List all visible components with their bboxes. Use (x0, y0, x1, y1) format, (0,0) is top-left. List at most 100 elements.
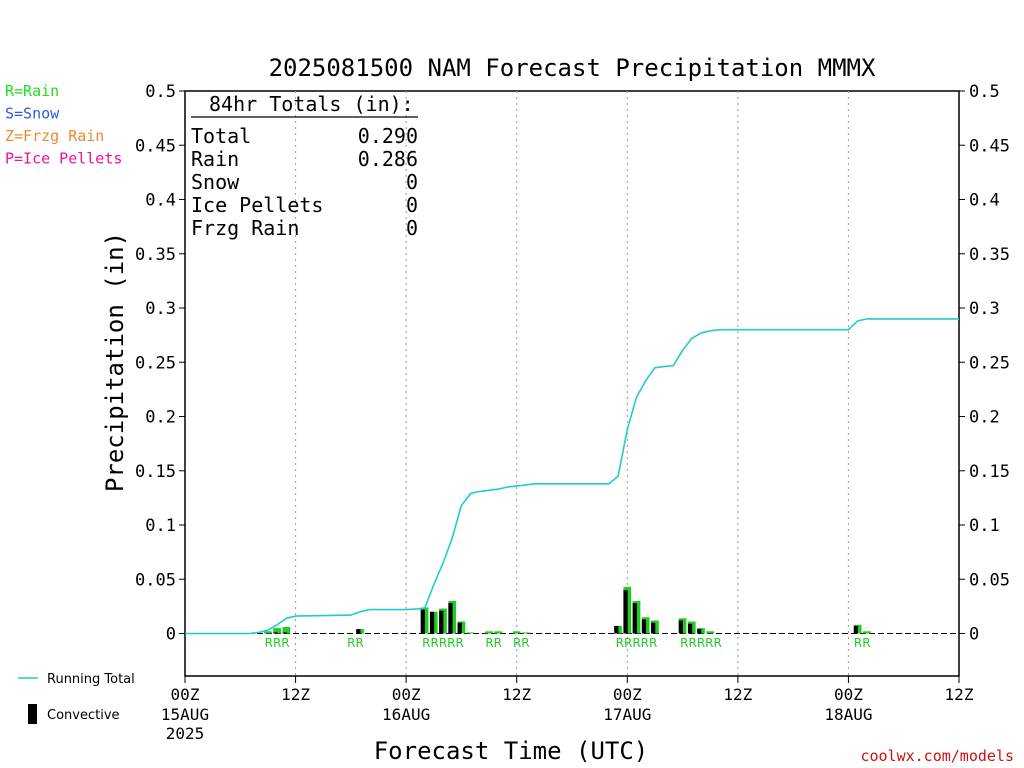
convective-bar (273, 632, 277, 633)
totals-row-value: 0 (406, 170, 418, 194)
convective-bar (651, 623, 655, 634)
totals-row-value: 0 (406, 193, 418, 217)
x-tick-year: 2025 (166, 724, 205, 743)
x-tick-label: 00Z (392, 685, 421, 704)
convective-bar (642, 619, 646, 633)
precip-bar (706, 631, 714, 633)
x-axis-label: Forecast Time (UTC) (374, 737, 649, 765)
x-tick-date: 16AUG (382, 705, 430, 724)
y-tick-label-right: 0.45 (969, 136, 1010, 156)
convective-bar (356, 629, 360, 633)
totals-row-value: 0.286 (358, 147, 418, 171)
convective-bar (421, 610, 425, 634)
x-tick-label: 00Z (613, 685, 642, 704)
x-tick-label: 12Z (945, 685, 974, 704)
precip-bar (863, 631, 871, 633)
convective-bar (854, 626, 858, 634)
precip-type-legend-item: Z=Frzg Rain (5, 127, 104, 145)
y-tick-label: 0 (166, 625, 176, 645)
x-tick-label: 12Z (723, 685, 752, 704)
totals-row-value: 0 (406, 216, 418, 240)
convective-bar (697, 629, 701, 633)
y-tick-label: 0.25 (135, 353, 176, 373)
totals-header: 84hr Totals (in): (209, 92, 414, 116)
x-tick-label: 00Z (834, 685, 863, 704)
totals-row-label: Total (191, 124, 251, 148)
y-tick-label-right: 0.4 (969, 191, 1000, 211)
precip-type-legend-item: S=Snow (5, 105, 60, 123)
y-tick-label-right: 0.15 (969, 462, 1010, 482)
convective-bar (614, 626, 618, 634)
convective-bar (283, 632, 287, 633)
precip-bars (264, 587, 871, 634)
y-tick-label: 0.1 (145, 516, 176, 536)
precip-chart: 2025081500 NAM Forecast Precipitation MM… (0, 0, 1024, 768)
grid-lines (296, 91, 849, 676)
totals-row-value: 0.290 (358, 124, 418, 148)
y-tick-label: 0.3 (145, 299, 176, 319)
precip-type-label: RR (513, 636, 530, 650)
precip-type-legend-item: R=Rain (5, 82, 59, 100)
convective-bar (623, 590, 627, 633)
x-tick-date: 15AUG (161, 705, 209, 724)
precip-bar (467, 632, 475, 633)
y-tick-label-right: 0.25 (969, 353, 1010, 373)
convective-bar (448, 603, 452, 633)
precip-type-label: RRRRR (422, 636, 464, 650)
precip-bar (485, 631, 493, 633)
precip-bar (522, 632, 530, 633)
convective-bar (430, 612, 434, 634)
totals-row-label: Frzg Rain (191, 216, 299, 240)
y-axis-ticks: 0 00.05 0.050.1 0.10.15 0.150.2 0.20.25 0.250.… (135, 82, 1010, 645)
convective-bar (439, 611, 443, 634)
x-tick-date: 18AUG (824, 705, 872, 724)
y-tick-label: 0.5 (145, 82, 176, 102)
precip-type-label: RRR (265, 636, 290, 650)
y-tick-label: 0.05 (135, 570, 176, 590)
y-tick-label-right: 0.2 (969, 408, 1000, 428)
precip-type-label: RRRRR (616, 636, 658, 650)
x-tick-label: 12Z (281, 685, 310, 704)
plot-frame (185, 91, 959, 676)
chart-title: 2025081500 NAM Forecast Precipitation MM… (269, 54, 876, 82)
precip-type-label: RRRRR (680, 636, 722, 650)
y-axis-label: Precipitation (in) (101, 232, 129, 492)
x-tick-date: 17AUG (603, 705, 651, 724)
precip-type-label: RR (485, 636, 502, 650)
y-tick-label: 0.15 (135, 462, 176, 482)
y-tick-label-right: 0.3 (969, 299, 1000, 319)
precip-type-labels: RRR RR RRRRR RR RR RRRRR RRRRR RR (265, 636, 871, 650)
precip-type-legend-item: P=Ice Pellets (5, 150, 122, 168)
y-tick-label: 0.45 (135, 136, 176, 156)
precip-bar (513, 631, 521, 633)
series-legend-label: Running Total (47, 672, 135, 687)
credit-text: coolwx.com/models (860, 747, 1014, 765)
convective-legend-swatch (28, 704, 37, 724)
running-total-line (185, 319, 959, 634)
y-tick-label-right: 0.1 (969, 516, 1000, 536)
y-tick-label-right: 0.35 (969, 245, 1010, 265)
convective-bar (679, 620, 683, 633)
y-tick-label: 0.2 (145, 408, 176, 428)
precip-type-label: RR (347, 636, 364, 650)
x-tick-label: 12Z (502, 685, 531, 704)
y-tick-label: 0.35 (135, 245, 176, 265)
precip-bar (494, 631, 502, 633)
y-tick-label-right: 0 (969, 625, 979, 645)
precip-type-legend: R=Rain S=Snow Z=Frzg Rain P=Ice Pellets (5, 82, 122, 168)
x-tick-label: 00Z (171, 685, 200, 704)
y-tick-label-right: 0.5 (969, 82, 1000, 102)
totals-row-label: Ice Pellets (191, 193, 323, 217)
convective-bar (633, 603, 637, 633)
convective-bar (688, 624, 692, 634)
series-legend: Running Total Convective (18, 672, 135, 724)
series-legend-label: Convective (47, 708, 120, 723)
totals-box: 84hr Totals (in): Total 0.290 Rain 0.286 Snow… (191, 92, 418, 240)
y-tick-label: 0.4 (145, 191, 176, 211)
totals-row-label: Rain (191, 147, 239, 171)
totals-row-label: Snow (191, 170, 240, 194)
convective-bar (458, 623, 462, 634)
precip-type-label: RR (854, 636, 871, 650)
y-tick-label-right: 0.05 (969, 570, 1010, 590)
